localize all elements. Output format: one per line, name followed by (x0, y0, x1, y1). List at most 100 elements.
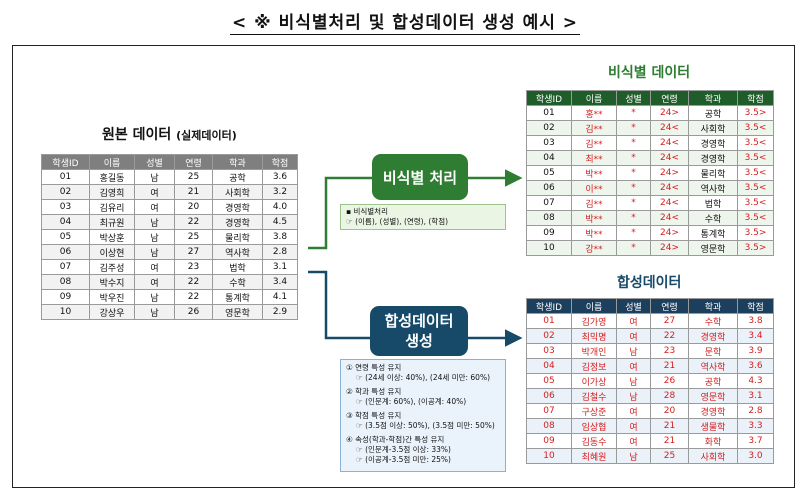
table-cell: 09 (526, 225, 572, 241)
table-cell: 24< (650, 135, 689, 151)
table-row: 02 최믹명 여 22 경영학 3.4 (526, 328, 774, 344)
table-cell: 이가상 (571, 373, 617, 389)
table-row: 01 김가영 여 27 수학 3.8 (526, 313, 774, 329)
table-row: 06 이** * 24< 역사학 3.5< (526, 180, 774, 196)
table-cell: 사회학 (688, 120, 738, 136)
table-row: 08 임상협 여 21 생물학 3.3 (526, 418, 774, 434)
table-cell: 05 (526, 165, 572, 181)
table-cell: 3.5< (737, 210, 774, 226)
table-cell: * (616, 180, 651, 196)
table-cell: 박** (571, 210, 617, 226)
table-cell: 24> (650, 165, 689, 181)
table-cell: 23 (174, 259, 213, 275)
table-cell: 박개인 (571, 343, 617, 359)
synthetic-data-title: 합성데이터 (617, 275, 682, 291)
table-cell: 경영학 (212, 214, 263, 230)
table-cell: 04 (526, 150, 572, 166)
table-cell: 공학 (212, 169, 263, 185)
table-cell: 남 (134, 169, 175, 185)
table-cell: 영문학 (212, 304, 263, 320)
synthetic-note-line: ☞ (인문계-3.5점 이상: 33%) (356, 445, 451, 454)
table-row: 03 박개인 남 23 문학 3.9 (526, 343, 774, 359)
table-cell: 06 (526, 388, 572, 404)
table-cell: 홍길동 (89, 169, 135, 185)
synthetic-data-table: 학생ID 이름 성별 연령 학과 학점 01 김가영 여 27 수학 3.8 02 최믹명 여 22 경영학 3… (526, 298, 774, 464)
diagram-frame (12, 45, 795, 488)
table-cell: 3.8 (262, 229, 298, 245)
anonymized-header-2: 성별 (616, 90, 651, 106)
table-row: 06 김철수 남 28 영문학 3.1 (526, 388, 774, 404)
table-row: 04 최** * 24< 경영학 3.5< (526, 150, 774, 166)
table-cell: 남 (134, 244, 175, 260)
table-cell: 통계학 (212, 289, 263, 305)
table-cell: 남 (134, 229, 175, 245)
table-cell: 2.8 (262, 244, 298, 260)
table-row: 04 김정보 여 21 역사학 3.6 (526, 358, 774, 374)
table-cell: 3.9 (737, 343, 774, 359)
table-cell: 역사학 (688, 358, 738, 374)
table-cell: * (616, 135, 651, 151)
table-row: 07 김주성 여 23 법학 3.1 (41, 259, 298, 275)
table-cell: 2.8 (737, 403, 774, 419)
table-cell: 문학 (688, 343, 738, 359)
table-cell: 최혜원 (571, 448, 617, 464)
table-cell: 4.3 (737, 373, 774, 389)
original-header-1: 이름 (89, 154, 135, 170)
table-cell: 21 (174, 184, 213, 200)
table-row: 07 구상준 여 20 경영학 2.8 (526, 403, 774, 419)
anonymized-data-title: 비식별 데이터 (608, 65, 691, 81)
table-cell: 여 (616, 418, 651, 434)
table-cell: 4.5 (262, 214, 298, 230)
table-cell: 3.2 (262, 184, 298, 200)
table-row: 09 김동수 여 21 화학 3.7 (526, 433, 774, 449)
table-cell: 22 (174, 214, 213, 230)
table-row: 05 박상훈 남 25 물리학 3.8 (41, 229, 298, 245)
table-cell: 남 (616, 448, 651, 464)
table-cell: 경영학 (688, 135, 738, 151)
table-cell: 3.5> (737, 105, 774, 121)
table-cell: 01 (526, 105, 572, 121)
synthetic-note-line: ☞ (24세 이상: 40%), (24세 미만: 60%) (356, 373, 490, 382)
table-row: 01 홍** * 24> 공학 3.5> (526, 105, 774, 121)
table-cell: 남 (616, 373, 651, 389)
table-cell: 3.0 (737, 448, 774, 464)
table-cell: 01 (526, 313, 572, 329)
table-cell: 남 (134, 214, 175, 230)
table-cell: 28 (650, 388, 689, 404)
table-cell: 임상협 (571, 418, 617, 434)
table-cell: 김주성 (89, 259, 135, 275)
table-cell: 김** (571, 120, 617, 136)
table-cell: 04 (41, 214, 90, 230)
table-cell: 24< (650, 150, 689, 166)
synthetic-header-2: 성별 (616, 298, 651, 314)
table-cell: 남 (616, 388, 651, 404)
table-cell: 22 (650, 328, 689, 344)
synthetic-notes: ① 연령 특성 유지 ☞ (24세 이상: 40%), (24세 미만: 60%)… (340, 359, 506, 472)
table-cell: 10 (41, 304, 90, 320)
table-cell: 07 (41, 259, 90, 275)
table-cell: 화학 (688, 433, 738, 449)
table-cell: 김정보 (571, 358, 617, 374)
table-cell: 남 (616, 343, 651, 359)
table-cell: 사회학 (212, 184, 263, 200)
table-cell: 10 (526, 240, 572, 256)
table-row: 05 박** * 24> 물리학 3.5< (526, 165, 774, 181)
anonymization-process-box: 비식별 처리 (372, 154, 468, 200)
synthetic-header-0: 학생ID (526, 298, 572, 314)
table-cell: 여 (616, 328, 651, 344)
table-cell: 공학 (688, 105, 738, 121)
table-cell: 여 (134, 274, 175, 290)
table-cell: 22 (174, 274, 213, 290)
table-cell: 02 (526, 328, 572, 344)
table-row: 03 김유리 여 20 경영학 4.0 (41, 199, 298, 215)
table-cell: 여 (134, 184, 175, 200)
original-data-table: 학생ID 이름 성별 연령 학과 학점 01 홍길동 남 25 공학 3.6 02 김영희 여 21 사회학 3… (41, 154, 298, 320)
table-cell: 수학 (688, 313, 738, 329)
table-row: 07 김** * 24< 법학 3.5< (526, 195, 774, 211)
table-cell: 3.5< (737, 180, 774, 196)
original-header-0: 학생ID (41, 154, 90, 170)
table-row: 09 박** * 24> 통계학 3.5> (526, 225, 774, 241)
table-cell: 3.7 (737, 433, 774, 449)
table-cell: * (616, 195, 651, 211)
anonymized-header-4: 학과 (688, 90, 738, 106)
